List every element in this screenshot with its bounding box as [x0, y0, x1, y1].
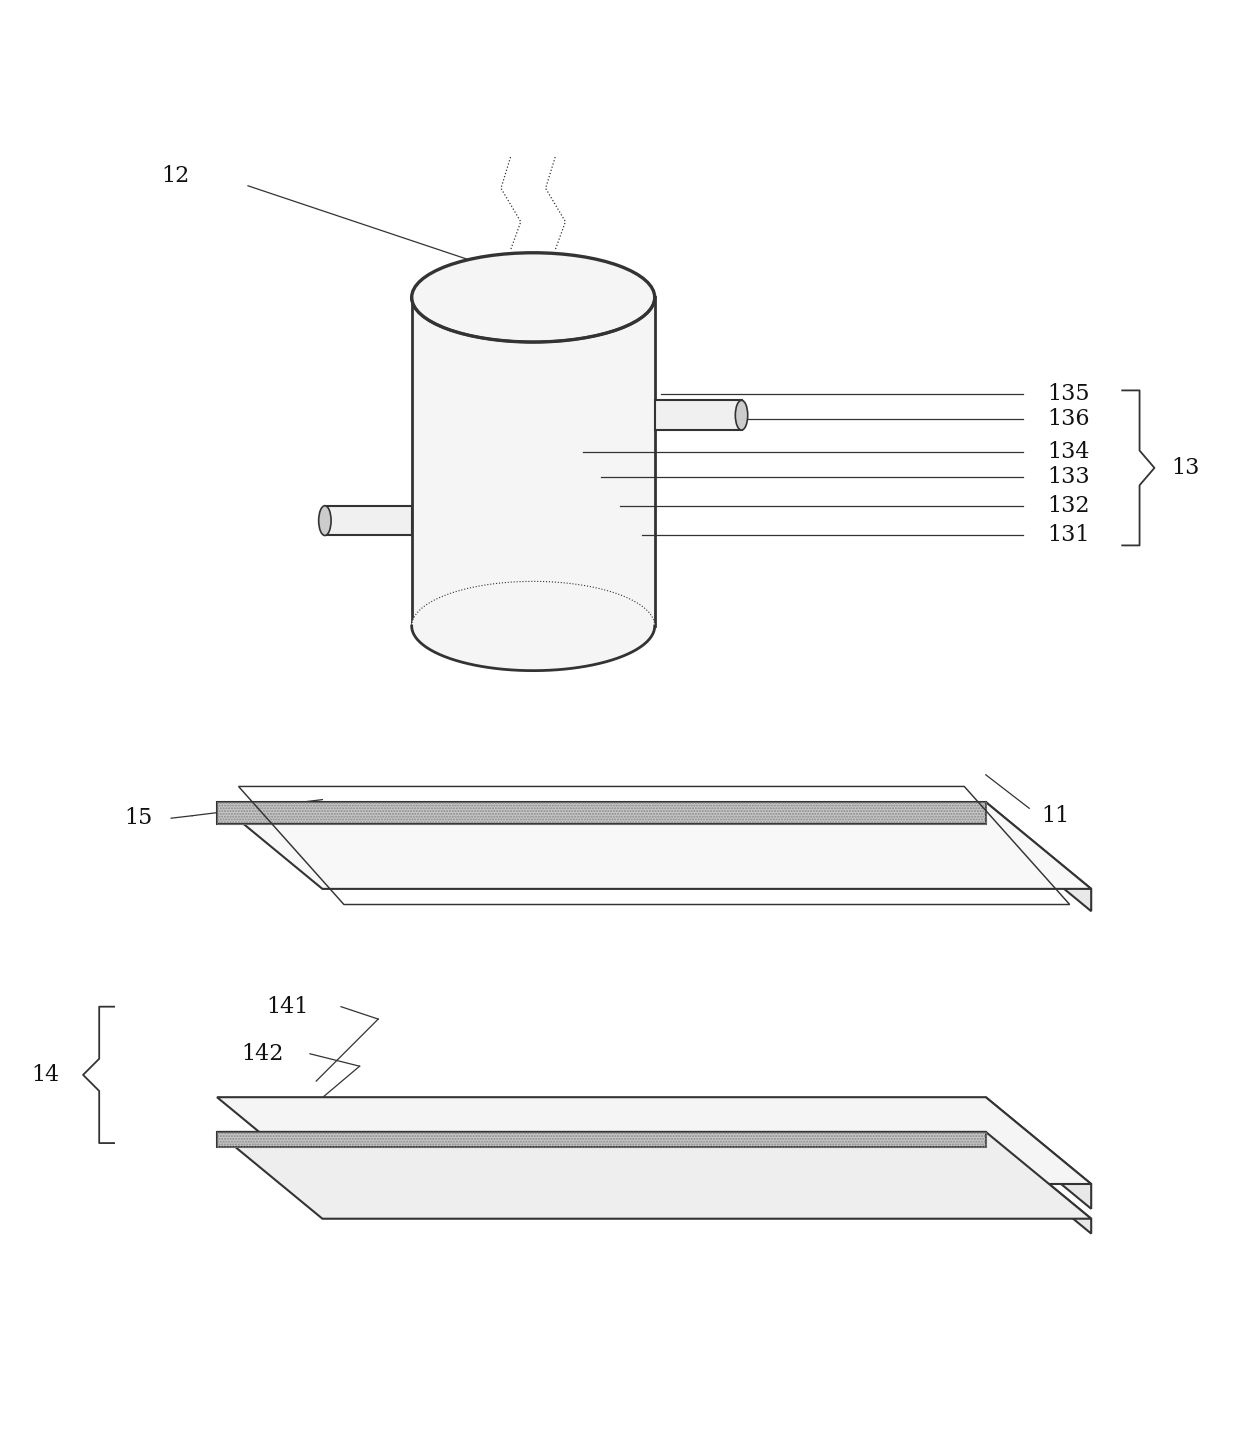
Polygon shape [217, 1132, 986, 1146]
Text: 135: 135 [1048, 383, 1090, 406]
Polygon shape [217, 1097, 1091, 1183]
Text: 12: 12 [161, 165, 190, 187]
Ellipse shape [319, 506, 331, 535]
Text: 133: 133 [1048, 466, 1090, 487]
Text: 131: 131 [1048, 525, 1090, 546]
Polygon shape [325, 506, 412, 535]
Polygon shape [217, 802, 986, 824]
Ellipse shape [412, 581, 655, 670]
Polygon shape [986, 1097, 1091, 1209]
Text: 141: 141 [267, 995, 309, 1018]
Text: 15: 15 [124, 807, 153, 830]
Text: 132: 132 [1048, 495, 1090, 516]
Polygon shape [412, 298, 655, 626]
Polygon shape [217, 802, 1091, 889]
Text: 136: 136 [1048, 408, 1090, 430]
Polygon shape [655, 400, 742, 430]
Ellipse shape [735, 400, 748, 430]
Text: 134: 134 [1048, 441, 1090, 463]
Text: 142: 142 [242, 1043, 284, 1064]
Text: 11: 11 [1042, 805, 1070, 827]
Polygon shape [986, 802, 1091, 912]
Polygon shape [986, 1132, 1091, 1234]
Text: 13: 13 [1172, 457, 1200, 479]
Ellipse shape [412, 253, 655, 342]
Text: 14: 14 [31, 1064, 60, 1086]
Polygon shape [217, 1132, 1091, 1219]
